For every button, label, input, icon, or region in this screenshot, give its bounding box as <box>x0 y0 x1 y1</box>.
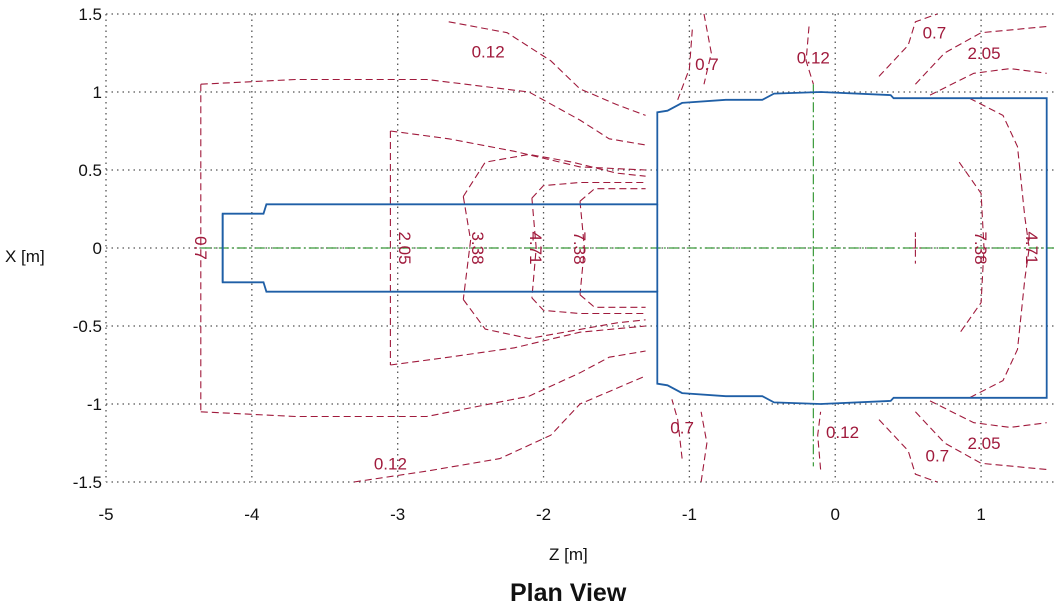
contour-line <box>703 13 712 85</box>
contour-line <box>579 188 646 202</box>
contour-label: 2.05 <box>395 231 414 264</box>
contour-line <box>671 399 683 459</box>
x-tick-label: -3 <box>390 505 405 524</box>
chart-title: Plan View <box>510 579 627 607</box>
contour-line <box>878 419 938 483</box>
contour-line <box>700 411 708 483</box>
object-outline-path <box>221 91 1048 405</box>
y-axis-label: X [m] <box>5 247 45 266</box>
contour-label: 0.7 <box>191 236 210 260</box>
contour-line <box>531 181 646 199</box>
y-tick-label: 1.5 <box>78 5 102 24</box>
contour-line <box>390 325 646 366</box>
contour-line <box>390 130 646 171</box>
contour-line <box>929 68 1047 96</box>
contour-line <box>817 411 822 470</box>
contour-line <box>969 97 1030 399</box>
tick-labels: -5 -4 -3 -2 -1 0 1 -1.5 -1 -0.5 0 0.5 1 1.5 <box>73 5 986 524</box>
contour-lines <box>200 13 1047 483</box>
y-tick-label: 1 <box>93 83 102 102</box>
contour-line <box>531 297 646 315</box>
contour-line <box>462 299 646 340</box>
y-tick-label: -0.5 <box>73 317 102 336</box>
contour-labels: 0.12 0.12 0.12 0.12 0.7 0.7 0.7 0.7 0.7 2.05 2.05 2… <box>191 24 1041 474</box>
contour-label: 4.71 <box>526 231 545 264</box>
contour-line <box>929 400 1047 428</box>
contour-label: 0.12 <box>472 42 505 61</box>
y-tick-label: 0 <box>93 239 102 258</box>
contour-label: 3.38 <box>468 231 487 264</box>
object-outline <box>221 91 1048 405</box>
x-tick-label: -5 <box>98 505 113 524</box>
contour-label: 0.7 <box>923 24 947 43</box>
contour-line <box>200 350 646 418</box>
contour-line <box>805 26 814 85</box>
y-tick-label: 0.5 <box>78 161 102 180</box>
x-tick-label: -2 <box>536 505 551 524</box>
contour-line <box>462 196 472 300</box>
contour-line <box>579 294 646 308</box>
x-axis-label: Z [m] <box>549 545 588 564</box>
contour-line <box>448 21 646 116</box>
contour-line <box>353 375 646 483</box>
contour-label: 0.12 <box>826 423 859 442</box>
contour-line <box>878 13 938 77</box>
contour-label: 2.05 <box>967 434 1000 453</box>
contour-label: 4.71 <box>1022 231 1041 264</box>
contour-line <box>677 29 693 100</box>
x-tick-label: 1 <box>976 505 985 524</box>
contour-line <box>531 198 537 298</box>
x-tick-label: 0 <box>830 505 839 524</box>
contour-line <box>462 153 646 197</box>
contour-label: 0.12 <box>374 454 407 473</box>
y-tick-label: -1.5 <box>73 473 102 492</box>
x-tick-label: -4 <box>244 505 259 524</box>
contour-label: 7.38 <box>570 231 589 264</box>
contour-label: 0.7 <box>926 446 950 465</box>
contour-label: 0.12 <box>797 49 830 68</box>
centerlines <box>200 84 1054 467</box>
y-tick-label: -1 <box>87 395 102 414</box>
x-tick-label: -1 <box>682 505 697 524</box>
contour-label: 7.38 <box>971 231 990 264</box>
contour-label: 2.05 <box>967 44 1000 63</box>
contour-label: 0.7 <box>695 55 719 74</box>
contour-line <box>200 78 646 146</box>
contour-label: 0.7 <box>670 418 694 437</box>
